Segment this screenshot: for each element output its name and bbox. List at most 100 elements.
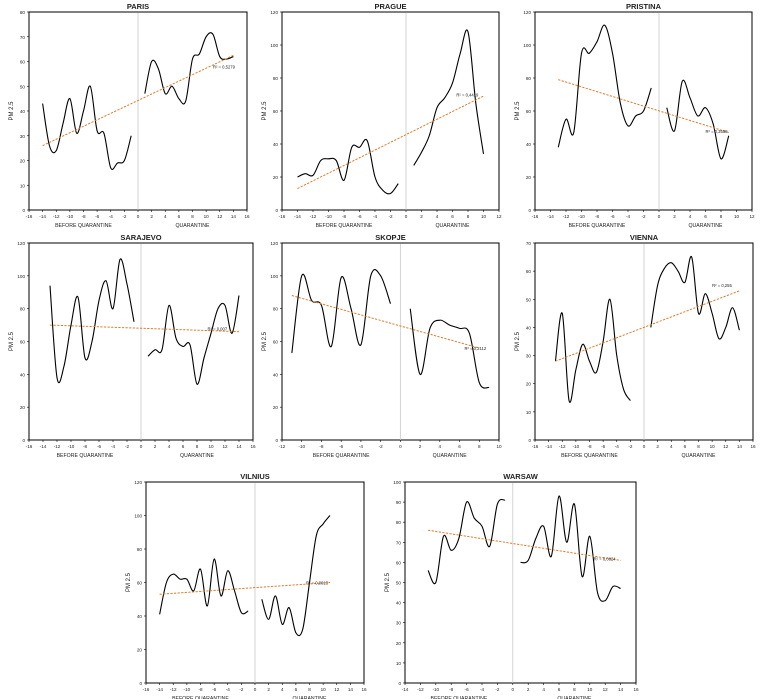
trendline xyxy=(291,295,480,349)
y-tick-label: 10 xyxy=(20,183,26,188)
x-axis-label-before: BEFORE QUARANTINE xyxy=(313,453,370,459)
y-tick-label: 30 xyxy=(20,134,26,139)
x-tick-label: -2 xyxy=(239,687,244,692)
x-tick-label: 2 xyxy=(527,687,530,692)
x-tick-label: -16 xyxy=(532,444,539,449)
y-tick-label: 40 xyxy=(526,325,532,330)
y-axis-label: PM 2.5 xyxy=(126,572,132,592)
x-tick-label: 4 xyxy=(168,444,171,449)
y-tick-label: 100 xyxy=(270,43,278,48)
y-tick-label: 20 xyxy=(526,382,532,387)
x-tick-label: 6 xyxy=(178,214,181,219)
x-tick-label: -12 xyxy=(53,214,60,219)
x-tick-label: -4 xyxy=(226,687,231,692)
x-tick-label: -6 xyxy=(610,214,615,219)
y-tick-label: 60 xyxy=(20,60,26,65)
y-tick-label: 20 xyxy=(396,641,402,646)
x-tick-label: -10 xyxy=(67,214,74,219)
x-tick-label: -12 xyxy=(170,687,177,692)
y-tick-label: 50 xyxy=(396,581,402,586)
x-tick-label: 8 xyxy=(196,444,199,449)
x-tick-label: 6 xyxy=(558,687,561,692)
y-tick-label: 80 xyxy=(20,10,26,15)
x-tick-label: 10 xyxy=(587,687,593,692)
y-tick-label: 120 xyxy=(270,241,278,246)
x-tick-label: 0 xyxy=(399,444,402,449)
series-before-line xyxy=(557,24,652,148)
x-axis-label-after: QUARANTINE xyxy=(688,223,723,229)
x-tick-label: -10 xyxy=(573,444,580,449)
x-tick-label: -4 xyxy=(373,214,378,219)
x-tick-label: 16 xyxy=(750,444,756,449)
y-axis-label: PM 2.5 xyxy=(262,331,268,351)
x-tick-label: -4 xyxy=(359,444,364,449)
y-tick-label: 60 xyxy=(137,581,143,586)
x-tick-label: 8 xyxy=(191,214,194,219)
x-tick-label: -12 xyxy=(279,444,286,449)
y-axis-label: PM 2.5 xyxy=(515,101,521,121)
x-tick-label: 16 xyxy=(250,444,256,449)
x-tick-label: -2 xyxy=(388,214,393,219)
y-tick-label: 90 xyxy=(396,500,402,505)
chart-title: PRISTINA xyxy=(626,2,662,11)
x-tick-label: 14 xyxy=(236,444,242,449)
y-tick-label: 60 xyxy=(273,109,279,114)
trendline xyxy=(297,95,484,189)
y-tick-label: 120 xyxy=(134,480,142,485)
x-axis-label-before: BEFORE QUARANTINE xyxy=(55,223,112,229)
x-tick-label: 16 xyxy=(361,687,367,692)
x-tick-label: -10 xyxy=(298,444,305,449)
x-tick-label: 2 xyxy=(150,214,153,219)
x-tick-label: -16 xyxy=(26,214,33,219)
plot-frame xyxy=(404,481,637,684)
x-tick-label: 12 xyxy=(217,214,223,219)
x-tick-label: -12 xyxy=(54,444,61,449)
x-tick-label: 10 xyxy=(710,444,716,449)
y-tick-label: 0 xyxy=(22,208,25,213)
y-tick-label: 80 xyxy=(273,307,279,312)
y-tick-label: 20 xyxy=(20,405,26,410)
x-tick-label: 0 xyxy=(658,214,661,219)
r2-annotation: R² = 0,3558 xyxy=(706,129,729,134)
y-tick-label: 30 xyxy=(526,354,532,359)
x-tick-label: 10 xyxy=(208,444,214,449)
x-axis-label-after: QUARANTINE xyxy=(681,453,716,459)
x-tick-label: -16 xyxy=(26,444,33,449)
y-tick-label: 20 xyxy=(273,175,279,180)
chart-title: PARIS xyxy=(127,2,149,11)
series-before-line xyxy=(291,269,392,354)
x-tick-label: -6 xyxy=(465,687,470,692)
y-tick-label: 40 xyxy=(396,601,402,606)
x-tick-label: 0 xyxy=(643,444,646,449)
x-tick-label: -8 xyxy=(449,687,454,692)
series-quarantine-line xyxy=(147,295,240,385)
x-tick-label: -12 xyxy=(559,444,566,449)
x-axis-label-before: BEFORE QUARANTINE xyxy=(316,223,373,229)
plot-frame xyxy=(281,242,500,441)
y-tick-label: 60 xyxy=(273,340,279,345)
x-tick-label: 8 xyxy=(720,214,723,219)
x-tick-label: 8 xyxy=(573,687,576,692)
x-tick-label: -14 xyxy=(40,444,47,449)
x-tick-label: -14 xyxy=(545,444,552,449)
y-tick-label: 30 xyxy=(396,621,402,626)
x-tick-label: 0 xyxy=(140,444,143,449)
series-before-line xyxy=(427,498,506,585)
x-axis-label-before: BEFORE QUARANTINE xyxy=(431,696,488,699)
x-tick-label: -2 xyxy=(628,444,633,449)
x-tick-label: -10 xyxy=(184,687,191,692)
series-quarantine-line xyxy=(144,32,234,105)
x-tick-label: 8 xyxy=(467,214,470,219)
x-tick-label: 10 xyxy=(734,214,740,219)
y-tick-label: 20 xyxy=(273,405,279,410)
x-tick-label: 4 xyxy=(542,687,545,692)
x-tick-label: -16 xyxy=(143,687,150,692)
x-tick-label: -8 xyxy=(595,214,600,219)
x-tick-label: 14 xyxy=(231,214,237,219)
y-tick-label: 0 xyxy=(22,438,25,443)
x-tick-label: 2 xyxy=(673,214,676,219)
trendline xyxy=(49,324,240,333)
